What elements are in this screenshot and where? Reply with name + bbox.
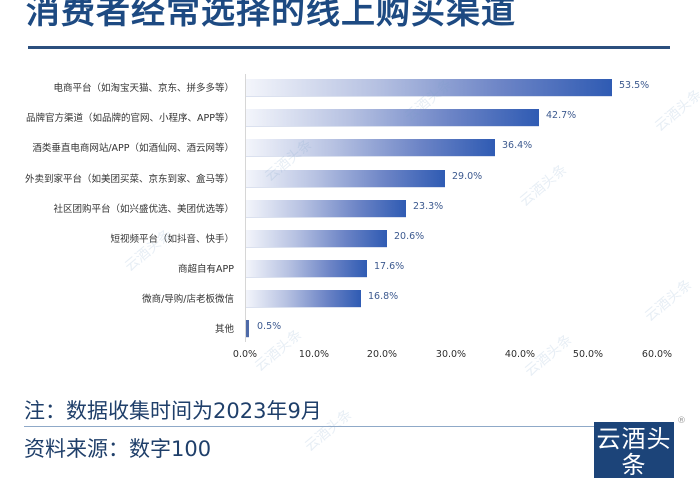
registered-mark-icon: ® (677, 416, 686, 426)
title-divider (28, 46, 670, 49)
chart-row: 微商/导购/店老板微信 16.8% (0, 284, 700, 314)
value-label: 20.6% (394, 231, 425, 242)
bar (246, 79, 612, 96)
chart-row: 商超自有APP 17.6% (0, 254, 700, 284)
chart-row: 其他 0.5% (0, 314, 700, 344)
value-label: 53.5% (619, 80, 650, 91)
chart-row: 酒类垂直电商网站/APP（如酒仙网、酒云网等） 36.4% (0, 133, 700, 163)
bar (246, 230, 387, 247)
value-label: 42.7% (546, 110, 577, 121)
category-label: 电商平台（如淘宝天猫、京东、拼多多等） (53, 83, 234, 94)
chart-title: 消费者经常选择的线上购买渠道 (26, 0, 516, 32)
value-label: 36.4% (502, 140, 533, 151)
category-label: 酒类垂直电商网站/APP（如酒仙网、酒云网等） (32, 143, 234, 154)
category-label: 商超自有APP (178, 264, 234, 275)
chart-row: 电商平台（如淘宝天猫、京东、拼多多等） 53.5% (0, 73, 700, 103)
value-label: 23.3% (413, 201, 444, 212)
category-label: 外卖到家平台（如美团买菜、京东到家、盒马等） (24, 174, 234, 185)
y-axis-line (245, 74, 246, 342)
chart-row: 品牌官方渠道（如品牌的官网、小程序、APP等） 42.7% (0, 103, 700, 133)
category-label: 微商/导购/店老板微信 (142, 294, 234, 305)
chart-row: 社区团购平台（如兴盛优选、美团优选等） 23.3% (0, 194, 700, 224)
source-credit: 资料来源：数字100 (24, 437, 212, 461)
bar-chart: 电商平台（如淘宝天猫、京东、拼多多等） 53.5% 品牌官方渠道（如品牌的官网、… (0, 70, 700, 370)
value-label: 29.0% (452, 171, 483, 182)
value-label: 0.5% (257, 321, 282, 332)
x-tick-label: 10.0% (298, 349, 330, 360)
footnote: 注：数据收集时间为2023年9月 (24, 399, 322, 423)
value-label: 16.8% (368, 291, 399, 302)
bar (246, 170, 445, 187)
bar (246, 200, 406, 217)
category-label: 其他 (214, 324, 234, 335)
bar (246, 109, 539, 126)
x-tick-label: 0.0% (232, 349, 258, 360)
footer-divider (24, 426, 596, 427)
chart-row: 外卖到家平台（如美团买菜、京东到家、盒马等） 29.0% (0, 164, 700, 194)
value-label: 17.6% (374, 261, 405, 272)
category-label: 品牌官方渠道（如品牌的官网、小程序、APP等） (26, 113, 234, 124)
x-tick-label: 50.0% (572, 349, 604, 360)
x-tick-label: 40.0% (504, 349, 536, 360)
bar (246, 260, 367, 277)
bar (246, 139, 495, 156)
category-label: 社区团购平台（如兴盛优选、美团优选等） (53, 204, 234, 215)
brand-logo: 云酒头条 (594, 422, 674, 478)
x-tick-label: 30.0% (435, 349, 467, 360)
x-tick-label: 20.0% (366, 349, 398, 360)
bar (246, 290, 361, 307)
chart-row: 短视频平台（如抖音、快手） 20.6% (0, 224, 700, 254)
x-tick-label: 60.0% (641, 349, 673, 360)
bar (246, 320, 249, 337)
category-label: 短视频平台（如抖音、快手） (110, 234, 234, 245)
